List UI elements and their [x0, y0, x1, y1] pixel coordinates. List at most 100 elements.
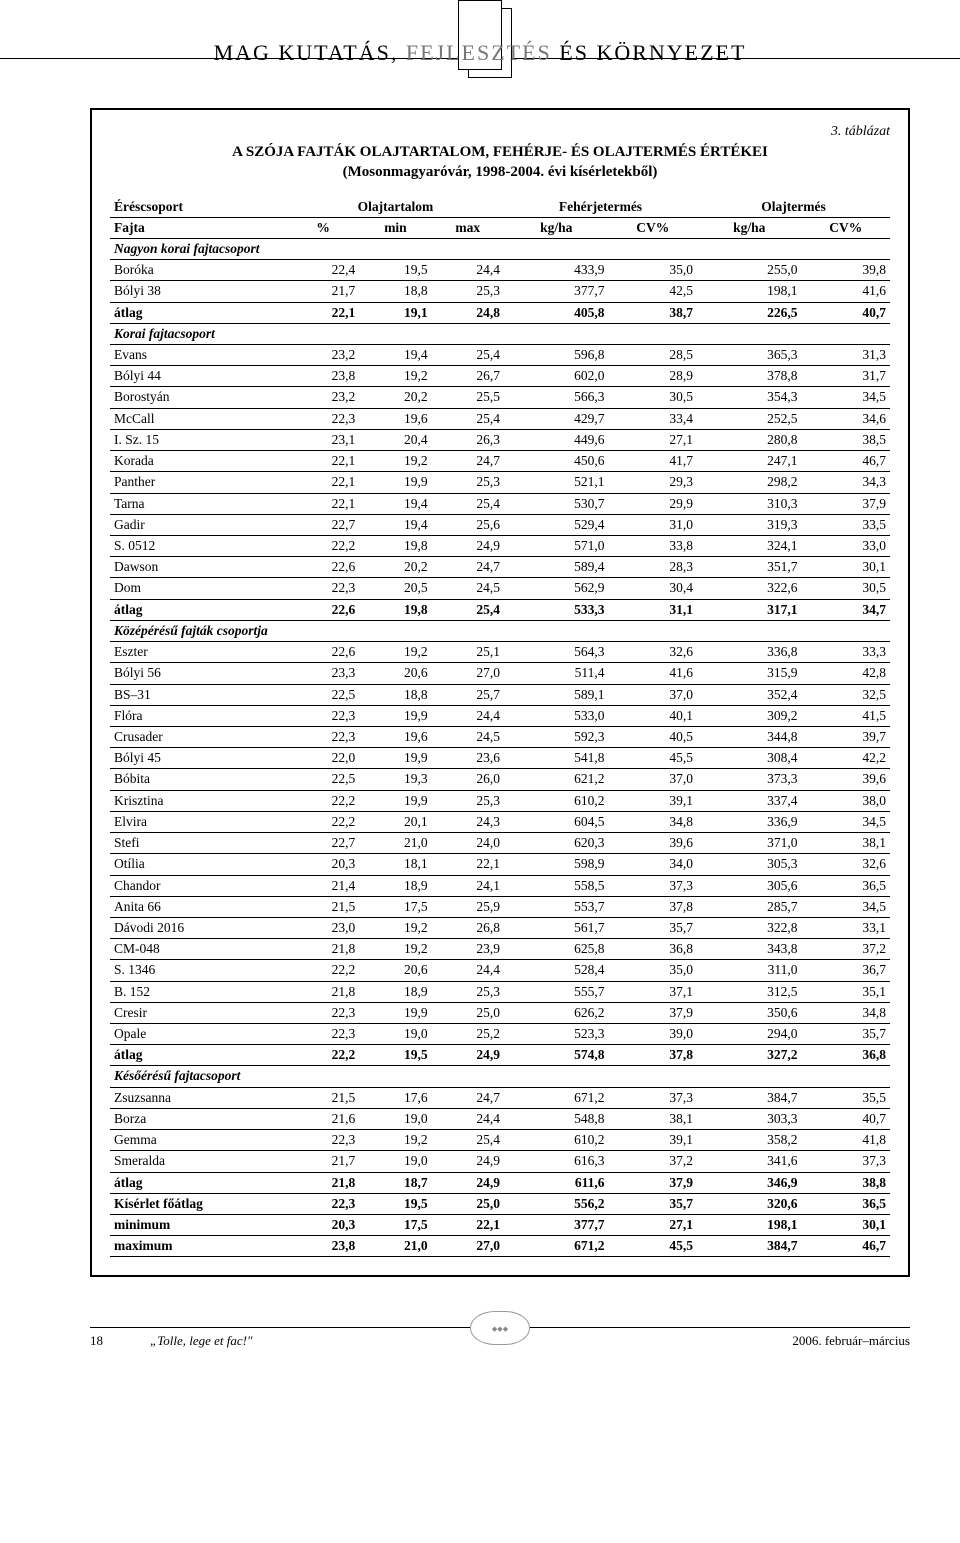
cell-value: 350,6 [697, 1002, 802, 1023]
row-label: Borostyán [110, 387, 287, 408]
cell-value: 35,0 [609, 960, 697, 981]
cell-value: 596,8 [504, 345, 609, 366]
table-row: S. 134622,220,624,4528,435,0311,036,7 [110, 960, 890, 981]
col-head-cv-1: CV% [609, 217, 697, 238]
cell-value: 19,2 [359, 917, 431, 938]
cell-value: 24,7 [432, 557, 504, 578]
cell-value: 20,3 [287, 1215, 359, 1236]
cell-value: 22,3 [287, 408, 359, 429]
table-row: Kísérlet főátlag22,319,525,0556,235,7320… [110, 1193, 890, 1214]
cell-value: 24,1 [432, 875, 504, 896]
row-label: McCall [110, 408, 287, 429]
cell-value: 324,1 [697, 536, 802, 557]
cell-value: 25,4 [432, 408, 504, 429]
footer-page-number: 18 [90, 1333, 103, 1349]
row-label: Otília [110, 854, 287, 875]
cell-value: 26,3 [432, 429, 504, 450]
cell-value: 22,2 [287, 536, 359, 557]
cell-value: 671,2 [504, 1236, 609, 1257]
cell-value: 37,3 [609, 1087, 697, 1108]
cell-value: 19,4 [359, 514, 431, 535]
cell-value: 17,6 [359, 1087, 431, 1108]
cell-value: 671,2 [504, 1087, 609, 1108]
cell-value: 433,9 [504, 260, 609, 281]
cell-value: 19,4 [359, 493, 431, 514]
cell-value: 533,3 [504, 599, 609, 620]
cell-value: 562,9 [504, 578, 609, 599]
cell-value: 566,3 [504, 387, 609, 408]
cell-value: 24,7 [432, 1087, 504, 1108]
table-row: Gadir22,719,425,6529,431,0319,333,5 [110, 514, 890, 535]
cell-value: 24,5 [432, 726, 504, 747]
cell-value: 30,5 [802, 578, 891, 599]
cell-value: 337,4 [697, 790, 802, 811]
cell-value: 22,2 [287, 960, 359, 981]
cell-value: 35,7 [609, 917, 697, 938]
row-label: Gadir [110, 514, 287, 535]
cell-value: 34,8 [802, 1002, 891, 1023]
cell-value: 38,5 [802, 429, 891, 450]
cell-value: 23,1 [287, 429, 359, 450]
row-label: Bólyi 45 [110, 748, 287, 769]
row-label: BS–31 [110, 684, 287, 705]
cell-value: 34,5 [802, 896, 891, 917]
cell-value: 19,9 [359, 748, 431, 769]
header-title-right: ÉS KÖRNYEZET [559, 40, 746, 65]
row-label: Dávodi 2016 [110, 917, 287, 938]
table-row: Evans23,219,425,4596,828,5365,331,3 [110, 345, 890, 366]
table-row: átlag22,119,124,8405,838,7226,540,7 [110, 302, 890, 323]
cell-value: 571,0 [504, 536, 609, 557]
cell-value: 589,4 [504, 557, 609, 578]
table-row: Bólyi 4522,019,923,6541,845,5308,442,2 [110, 748, 890, 769]
cell-value: 22,7 [287, 514, 359, 535]
cell-value: 39,0 [609, 1024, 697, 1045]
cell-value: 34,6 [802, 408, 891, 429]
cell-value: 429,7 [504, 408, 609, 429]
cell-value: 23,8 [287, 1236, 359, 1257]
cell-value: 30,5 [609, 387, 697, 408]
cell-value: 384,7 [697, 1236, 802, 1257]
footer-logo: ◆◆◆ [470, 1311, 530, 1345]
cell-value: 351,7 [697, 557, 802, 578]
cell-value: 198,1 [697, 1215, 802, 1236]
table-row: Korada22,119,224,7450,641,7247,146,7 [110, 451, 890, 472]
col-head-min: min [359, 217, 431, 238]
cell-value: 26,0 [432, 769, 504, 790]
cell-value: 574,8 [504, 1045, 609, 1066]
row-label: CM-048 [110, 939, 287, 960]
cell-value: 616,3 [504, 1151, 609, 1172]
cell-value: 41,8 [802, 1130, 891, 1151]
cell-value: 371,0 [697, 833, 802, 854]
cell-value: 22,1 [287, 451, 359, 472]
cell-value: 19,5 [359, 1193, 431, 1214]
cell-value: 308,4 [697, 748, 802, 769]
cell-value: 25,3 [432, 281, 504, 302]
cell-value: 352,4 [697, 684, 802, 705]
cell-value: 21,6 [287, 1108, 359, 1129]
col-head-kgha-2: kg/ha [697, 217, 802, 238]
cell-value: 548,8 [504, 1108, 609, 1129]
col-head-erescsoport: Éréscsoport [110, 197, 287, 218]
table-number-label: 3. táblázat [110, 124, 890, 140]
cell-value: 22,7 [287, 833, 359, 854]
cell-value: 45,5 [609, 748, 697, 769]
cell-value: 24,8 [432, 302, 504, 323]
cell-value: 310,3 [697, 493, 802, 514]
cell-value: 24,0 [432, 833, 504, 854]
cell-value: 449,6 [504, 429, 609, 450]
cell-value: 32,6 [802, 854, 891, 875]
cell-value: 22,3 [287, 705, 359, 726]
cell-value: 24,7 [432, 451, 504, 472]
cell-value: 24,4 [432, 260, 504, 281]
cell-value: 24,9 [432, 536, 504, 557]
cell-value: 37,0 [609, 684, 697, 705]
row-label: Cresir [110, 1002, 287, 1023]
cell-value: 34,5 [802, 811, 891, 832]
row-label: Chandor [110, 875, 287, 896]
cell-value: 24,4 [432, 960, 504, 981]
table-row: Chandor21,418,924,1558,537,3305,636,5 [110, 875, 890, 896]
cell-value: 37,3 [802, 1151, 891, 1172]
row-label: Dom [110, 578, 287, 599]
table-body: Nagyon korai fajtacsoportBoróka22,419,52… [110, 238, 890, 1257]
cell-value: 37,9 [609, 1002, 697, 1023]
